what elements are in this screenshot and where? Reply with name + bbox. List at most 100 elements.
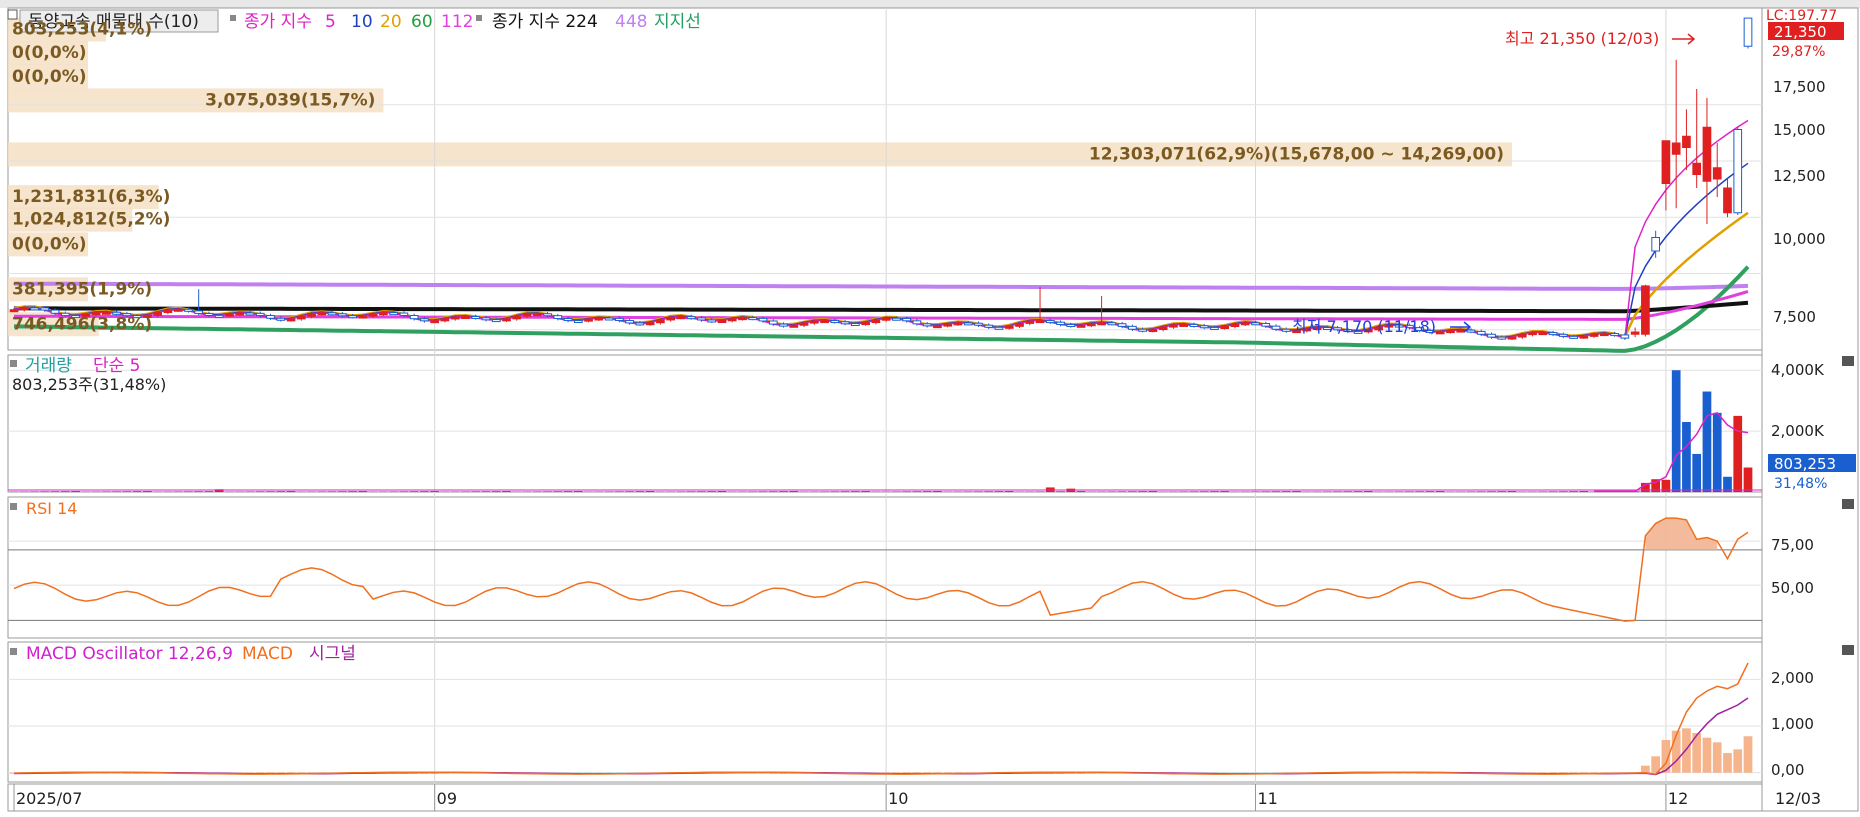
corner-text: LC:197.77 xyxy=(1766,8,1837,24)
candle-body xyxy=(708,320,716,322)
macd-oscillator-bar xyxy=(1579,772,1588,773)
macd-oscillator-bar xyxy=(1641,766,1650,773)
candle-body xyxy=(1642,286,1650,334)
volume-bar xyxy=(636,491,645,492)
volume-legend-ma[interactable]: 단순 5 xyxy=(93,356,141,376)
candle-body xyxy=(1611,334,1619,336)
volume-panel-close-icon[interactable] xyxy=(1842,356,1854,366)
macd-oscillator-bar xyxy=(1744,736,1753,772)
candle-body xyxy=(1734,130,1742,213)
volume-bar xyxy=(933,491,942,492)
volume-profile-label: 3,075,039(15,7%) xyxy=(205,90,375,110)
macd-panel-close-icon[interactable] xyxy=(1842,645,1854,655)
candle-body xyxy=(1118,324,1126,327)
volume-info: 803,253주(31,48%) xyxy=(12,375,166,394)
candle-body xyxy=(154,313,162,316)
volume-profile-label: 381,395(1,9%) xyxy=(12,279,152,299)
candle-body xyxy=(1652,238,1660,252)
candle-body xyxy=(616,318,624,320)
candle-body xyxy=(564,319,572,321)
volume-bar xyxy=(1005,491,1014,492)
volume-bar xyxy=(1220,491,1229,492)
macd-legend-signal[interactable]: 시그널 xyxy=(309,644,356,664)
candle-body xyxy=(215,315,223,317)
price-legend-icon[interactable] xyxy=(8,10,17,19)
volume-bar xyxy=(1436,491,1445,492)
high-annotation: 최고 21,350 (12/03) xyxy=(1505,29,1659,48)
candle-body xyxy=(338,314,346,316)
candle-body xyxy=(287,319,295,321)
volume-bar xyxy=(687,491,696,492)
candle-body xyxy=(1262,323,1270,326)
candle-body xyxy=(1713,168,1721,179)
volume-bar xyxy=(1107,491,1116,492)
macd-oscillator-bar xyxy=(923,772,932,773)
volume-bar xyxy=(287,491,296,492)
candle-body xyxy=(1724,188,1732,213)
candle-body xyxy=(1149,330,1157,332)
candle-body xyxy=(1077,325,1085,327)
candle-body xyxy=(544,314,552,316)
rsi-panel-close-icon[interactable] xyxy=(1842,499,1854,509)
macd-legend-osc[interactable]: MACD Oscillator 12,26,9 xyxy=(26,644,233,664)
candle-body xyxy=(1631,332,1639,334)
macd-tick-2000: 2,000 xyxy=(1771,669,1814,687)
volume-bar xyxy=(1549,491,1558,492)
candle-body xyxy=(1180,324,1188,326)
candle-body xyxy=(462,317,470,319)
rsi-legend-label[interactable]: RSI 14 xyxy=(26,499,77,518)
current-price-value: 21,350 xyxy=(1774,23,1827,41)
volume-bar xyxy=(707,491,716,492)
candle-body xyxy=(657,320,665,323)
volume-bar xyxy=(1703,392,1712,492)
candle-body xyxy=(944,324,952,326)
candle-body xyxy=(31,308,39,310)
candle-body xyxy=(1621,335,1629,338)
candle-body xyxy=(605,318,613,320)
ma2-legend-448[interactable]: 448 xyxy=(615,12,647,32)
volume-bar xyxy=(410,491,419,492)
candle-body xyxy=(318,313,326,315)
candle-body xyxy=(328,313,336,315)
ma-legend-10[interactable]: 10 xyxy=(351,12,373,32)
candle-body xyxy=(1477,331,1485,334)
candle-body xyxy=(20,308,28,310)
candle-body xyxy=(995,327,1003,329)
volume-bar xyxy=(246,491,255,492)
support-legend[interactable]: 지지선 xyxy=(654,12,701,32)
macd-oscillator-bar xyxy=(1682,728,1691,772)
volume-bar xyxy=(1508,491,1517,492)
volume-bar xyxy=(574,491,583,492)
volume-profile-label: 1,231,831(6,3%) xyxy=(12,187,170,207)
candle-body xyxy=(1447,331,1455,333)
candle-body xyxy=(728,319,736,321)
ma-legend-title[interactable]: 종가 지수 xyxy=(244,12,312,32)
candle-body xyxy=(1590,334,1598,336)
candle-body xyxy=(1457,330,1465,332)
ma-legend-60[interactable]: 60 xyxy=(411,12,433,32)
macd-legend-macd[interactable]: MACD xyxy=(242,644,293,664)
candle-body xyxy=(226,314,234,316)
ma-legend-112[interactable]: 112 xyxy=(441,12,473,32)
ma2-legend-title[interactable]: 종가 지수 224 xyxy=(492,12,598,32)
macd-oscillator-bar xyxy=(287,772,296,773)
volume-bar xyxy=(1467,491,1476,492)
volume-bar xyxy=(184,491,193,492)
volume-profile-label: 0(0,0%) xyxy=(12,234,87,254)
candle-body xyxy=(1005,326,1013,328)
candle-body xyxy=(441,319,449,321)
volume-bar xyxy=(974,491,983,492)
volume-legend-title[interactable]: 거래량 xyxy=(25,356,72,376)
candle-body xyxy=(1036,321,1044,323)
candle-body xyxy=(297,316,305,319)
candle-body xyxy=(1570,336,1578,338)
ma-legend-20[interactable]: 20 xyxy=(380,12,402,32)
volume-bar xyxy=(625,491,634,492)
ma-legend-5[interactable]: 5 xyxy=(325,12,336,32)
volume-bar xyxy=(1190,491,1199,492)
volume-bar xyxy=(1395,491,1404,492)
candle-body xyxy=(380,313,388,315)
macd-oscillator-bar xyxy=(913,772,922,773)
volume-bar xyxy=(40,491,49,492)
